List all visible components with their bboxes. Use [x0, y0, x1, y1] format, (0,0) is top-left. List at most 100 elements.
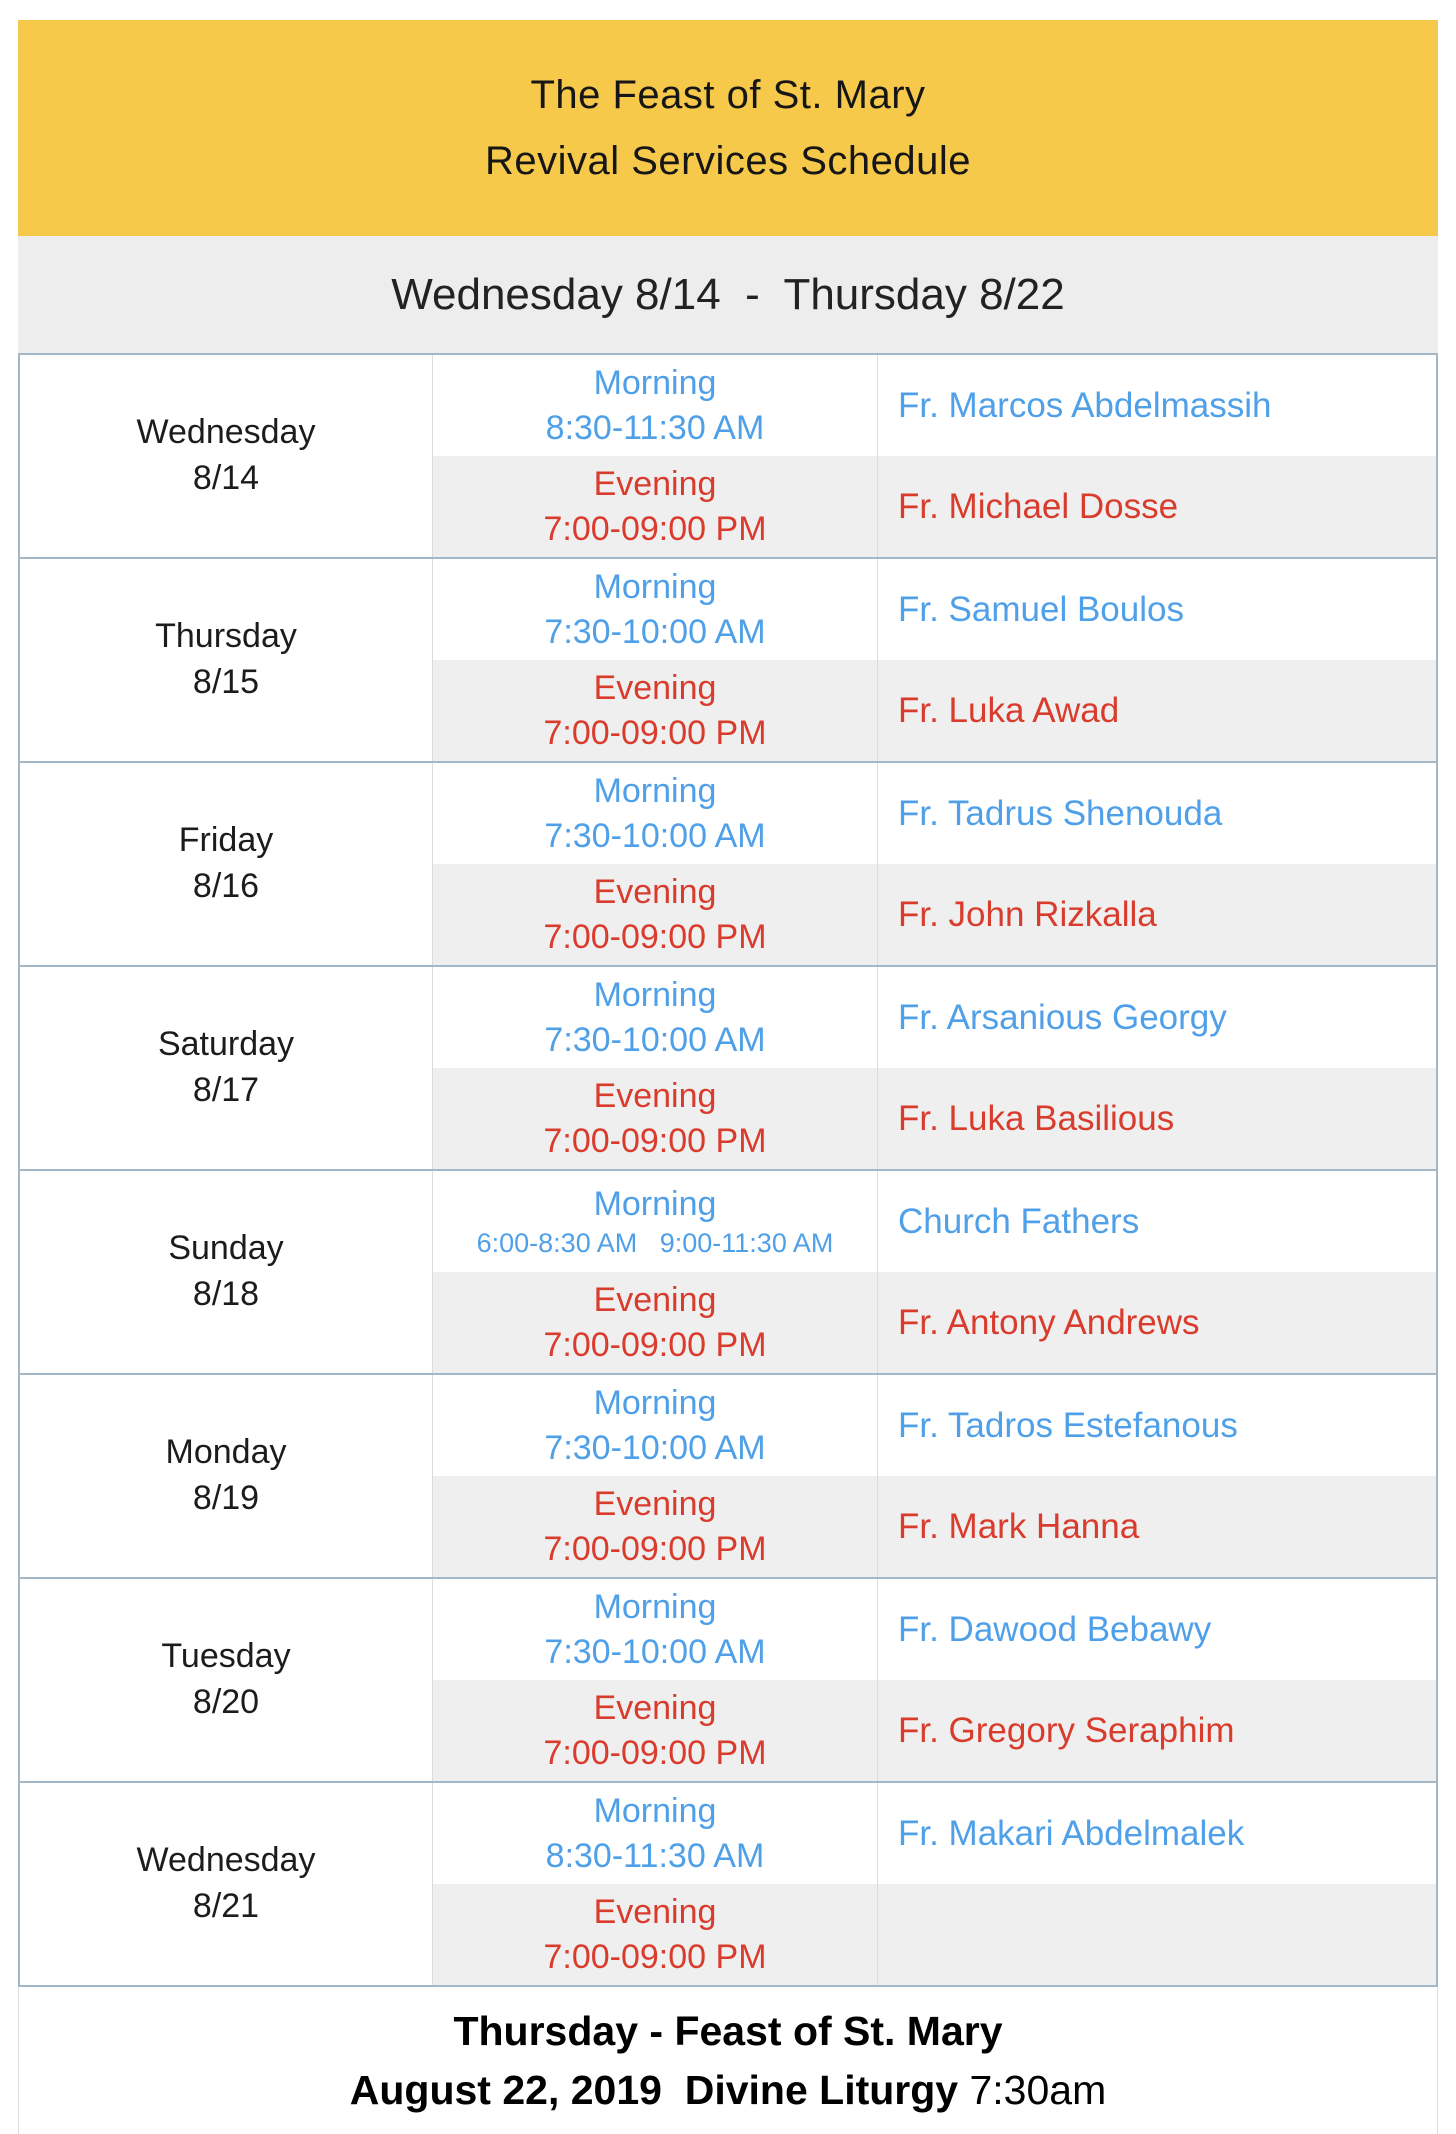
day-name: Wednesday [136, 413, 316, 452]
day-date: 8/17 [192, 1071, 260, 1109]
evening-label: Evening [593, 1077, 717, 1116]
evening-priest-name: Fr. Gregory Seraphim [878, 1680, 1436, 1781]
day-group-saturday-817: Saturday 8/17 Morning 7:30-10:00 AM Fr. … [20, 967, 1436, 1171]
evening-slot: Evening 7:00-09:00 PM [433, 1680, 878, 1781]
evening-slot: Evening 7:00-09:00 PM [433, 1476, 878, 1577]
morning-slot: Morning 7:30-10:00 AM [433, 559, 878, 660]
day-cell: Sunday 8/18 [20, 1171, 433, 1373]
evening-slot: Evening 7:00-09:00 PM [433, 1068, 878, 1169]
evening-priest-name: Fr. Luka Basilious [878, 1068, 1436, 1169]
evening-label: Evening [593, 1689, 717, 1728]
evening-priest-name: Fr. Luka Awad [878, 660, 1436, 761]
morning-label: Morning [593, 1792, 717, 1831]
day-date: 8/16 [192, 867, 260, 905]
page-subtitle: Revival Services Schedule [484, 139, 972, 183]
day-date: 8/18 [192, 1275, 260, 1313]
morning-slot: Morning 7:30-10:00 AM [433, 763, 878, 864]
morning-label: Morning [593, 1588, 717, 1627]
date-range-text: Wednesday 8/14 - Thursday 8/22 [391, 269, 1065, 319]
morning-time: 8:30-11:30 AM [545, 408, 765, 447]
evening-priest-name: Fr. Antony Andrews [878, 1272, 1436, 1373]
morning-label: Morning [593, 976, 717, 1015]
evening-time: 7:00-09:00 PM [543, 1937, 767, 1976]
day-group-wednesday-821: Wednesday 8/21 Morning 8:30-11:30 AM Fr.… [20, 1783, 1436, 1987]
evening-priest-name: Fr. Mark Hanna [878, 1476, 1436, 1577]
morning-priest-name: Fr. Arsanious Georgy [878, 967, 1436, 1068]
evening-slot: Evening 7:00-09:00 PM [433, 660, 878, 761]
morning-label: Morning [593, 1184, 717, 1223]
day-name: Wednesday [136, 1841, 316, 1880]
evening-label: Evening [593, 669, 717, 708]
evening-label: Evening [593, 1893, 717, 1932]
evening-label: Evening [593, 1485, 717, 1524]
day-group-sunday-818: Sunday 8/18 Morning 6:00-8:30 AM 9:00-11… [20, 1171, 1436, 1375]
evening-slot: Evening 7:00-09:00 PM [433, 1272, 878, 1373]
morning-priest-name: Fr. Makari Abdelmalek [878, 1783, 1436, 1884]
evening-time: 7:00-09:00 PM [543, 1733, 767, 1772]
evening-label: Evening [593, 465, 717, 504]
evening-time: 7:00-09:00 PM [543, 1121, 767, 1160]
day-cell: Thursday 8/15 [20, 559, 433, 761]
schedule-table: Wednesday 8/14 Morning 8:30-11:30 AM Fr.… [18, 353, 1438, 1987]
morning-priest-name: Fr. Tadrus Shenouda [878, 763, 1436, 864]
evening-time: 7:00-09:00 PM [543, 713, 767, 752]
day-group-thursday-815: Thursday 8/15 Morning 7:30-10:00 AM Fr. … [20, 559, 1436, 763]
morning-priest-name: Church Fathers [878, 1171, 1436, 1272]
morning-time: 7:30-10:00 AM [544, 1632, 766, 1671]
evening-time: 7:00-09:00 PM [543, 917, 767, 956]
day-date: 8/20 [192, 1683, 260, 1721]
morning-slot: Morning 8:30-11:30 AM [433, 355, 878, 456]
evening-label: Evening [593, 873, 717, 912]
evening-slot: Evening 7:00-09:00 PM [433, 456, 878, 557]
day-name: Saturday [157, 1025, 295, 1064]
day-name: Sunday [168, 1229, 284, 1268]
day-group-tuesday-820: Tuesday 8/20 Morning 7:30-10:00 AM Fr. D… [20, 1579, 1436, 1783]
morning-time: 6:00-8:30 AM 9:00-11:30 AM [476, 1228, 834, 1259]
morning-time: 8:30-11:30 AM [545, 1836, 765, 1875]
evening-slot: Evening 7:00-09:00 PM [433, 1884, 878, 1985]
morning-label: Morning [593, 772, 717, 811]
date-range-band: Wednesday 8/14 - Thursday 8/22 [18, 236, 1438, 353]
day-name: Thursday [155, 617, 297, 656]
day-cell: Tuesday 8/20 [20, 1579, 433, 1781]
day-cell: Saturday 8/17 [20, 967, 433, 1169]
morning-slot: Morning 6:00-8:30 AM 9:00-11:30 AM [433, 1171, 878, 1272]
morning-label: Morning [593, 1384, 717, 1423]
morning-time: 7:30-10:00 AM [544, 1428, 766, 1467]
evening-label: Evening [593, 1281, 717, 1320]
day-date: 8/14 [192, 459, 260, 497]
title-banner: The Feast of St. Mary Revival Services S… [18, 20, 1438, 236]
feast-date-liturgy: August 22, 2019 Divine Liturgy [349, 2066, 970, 2113]
feast-day-details: August 22, 2019 Divine Liturgy 7:30am [350, 2067, 1107, 2114]
footer: Thursday - Feast of St. Mary August 22, … [18, 1987, 1438, 2134]
morning-priest-name: Fr. Dawood Bebawy [878, 1579, 1436, 1680]
day-name: Tuesday [161, 1637, 291, 1676]
evening-slot: Evening 7:00-09:00 PM [433, 864, 878, 965]
day-date: 8/19 [192, 1479, 260, 1517]
evening-priest-name: Fr. John Rizkalla [878, 864, 1436, 965]
morning-time: 7:30-10:00 AM [544, 816, 766, 855]
page-title: The Feast of St. Mary [530, 73, 926, 117]
day-group-monday-819: Monday 8/19 Morning 7:30-10:00 AM Fr. Ta… [20, 1375, 1436, 1579]
evening-time: 7:00-09:00 PM [543, 1325, 767, 1364]
evening-time: 7:00-09:00 PM [543, 1529, 767, 1568]
morning-priest-name: Fr. Marcos Abdelmassih [878, 355, 1436, 456]
morning-priest-name: Fr. Tadros Estefanous [878, 1375, 1436, 1476]
evening-time: 7:00-09:00 PM [543, 509, 767, 548]
morning-time: 7:30-10:00 AM [544, 1020, 766, 1059]
morning-slot: Morning 7:30-10:00 AM [433, 967, 878, 1068]
liturgy-time: 7:30am [969, 2066, 1107, 2113]
morning-slot: Morning 8:30-11:30 AM [433, 1783, 878, 1884]
morning-label: Morning [593, 364, 717, 403]
morning-slot: Morning 7:30-10:00 AM [433, 1579, 878, 1680]
day-cell: Wednesday 8/21 [20, 1783, 433, 1985]
morning-label: Morning [593, 568, 717, 607]
evening-priest-name [878, 1884, 1436, 1985]
day-name: Friday [178, 821, 274, 860]
feast-day-title: Thursday - Feast of St. Mary [453, 2007, 1003, 2054]
day-date: 8/21 [192, 1887, 260, 1925]
day-date: 8/15 [192, 663, 260, 701]
morning-slot: Morning 7:30-10:00 AM [433, 1375, 878, 1476]
morning-time: 7:30-10:00 AM [544, 612, 766, 651]
